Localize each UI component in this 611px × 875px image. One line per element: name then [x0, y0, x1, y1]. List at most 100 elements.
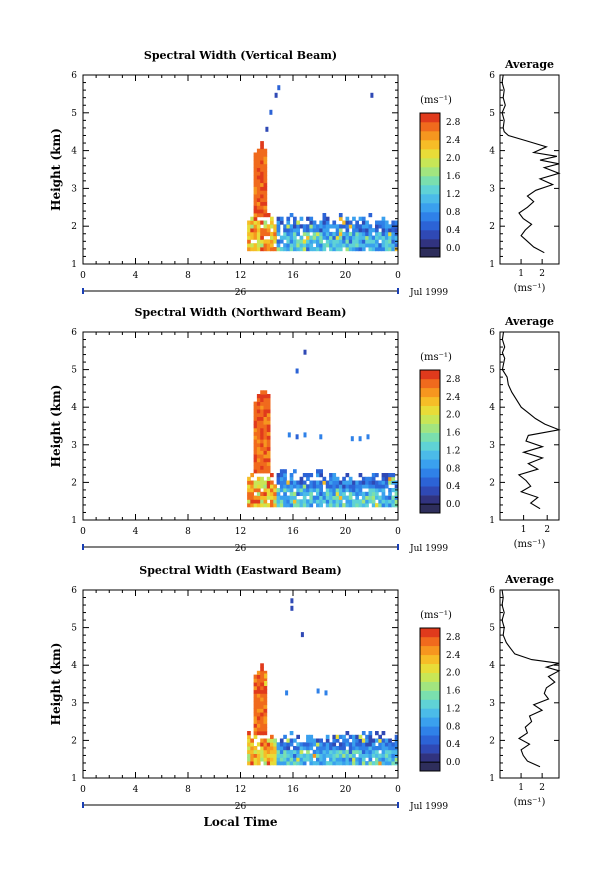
y-tick-label: 6	[71, 328, 77, 338]
heatmap-cell	[319, 488, 323, 493]
heatmap-cell	[286, 738, 291, 743]
colorbar-swatch	[420, 690, 440, 700]
outlier-point	[324, 690, 328, 696]
heatmap-cell	[394, 228, 399, 233]
spike-cell	[260, 152, 264, 157]
spike-cell	[260, 160, 264, 165]
heatmap-cell	[342, 746, 346, 751]
heatmap-cell	[289, 243, 294, 248]
colorbar-swatch	[420, 717, 440, 727]
spike-cell	[263, 678, 268, 683]
plot-title: Spectral Width (Northward Beam)	[135, 306, 347, 319]
y-tick-label: 2	[71, 222, 77, 232]
colorbar-swatch	[420, 113, 440, 123]
heatmap-cell	[293, 484, 297, 489]
heatmap-cell	[358, 749, 363, 754]
heatmap-cell	[348, 235, 353, 240]
heatmap-cell	[361, 480, 366, 485]
heatmap-cell	[381, 480, 386, 485]
heatmap-cell	[273, 235, 277, 240]
heatmap-cell	[358, 491, 363, 496]
heatmap-cell	[378, 746, 382, 751]
heatmap-cell	[361, 228, 366, 233]
spike-cell	[260, 141, 264, 146]
heatmap-cell	[286, 761, 291, 766]
heatmap-cell	[319, 742, 323, 747]
heatmap-cell	[361, 224, 366, 229]
heatmap-cell	[306, 753, 310, 758]
spike-cell	[253, 194, 258, 199]
heatmap-cell	[256, 247, 261, 252]
heatmap-cell	[378, 738, 382, 743]
heatmap-cell	[319, 491, 323, 496]
heatmap-cell	[263, 488, 268, 493]
spike-cell	[256, 171, 261, 176]
heatmap-cell	[384, 484, 389, 489]
heatmap-cell	[253, 488, 258, 493]
heatmap-cell	[345, 220, 350, 225]
heatmap-cell	[384, 742, 389, 747]
spike-cell	[256, 682, 261, 687]
colorbar-swatch	[420, 167, 440, 177]
heatmap-cell	[309, 247, 314, 252]
heatmap-cell	[335, 243, 340, 248]
y-tick-label: 4	[71, 147, 77, 157]
heatmap-cell	[306, 742, 310, 747]
spike-cell	[266, 465, 271, 470]
heatmap-cell	[358, 757, 363, 762]
heatmap-cell	[358, 742, 363, 747]
heatmap-cell	[358, 488, 363, 493]
heatmap-cell	[270, 224, 274, 229]
heatmap-cell	[335, 488, 340, 493]
spike-cell	[256, 704, 261, 709]
x-tick-label: 20	[340, 527, 352, 537]
heatmap-cell	[319, 757, 323, 762]
heatmap-cell	[335, 753, 340, 758]
heatmap-cell	[263, 228, 268, 233]
heatmap-cell	[388, 228, 392, 233]
heatmap-cell	[342, 761, 346, 766]
colorbar-swatch	[420, 486, 440, 496]
heatmap-cell	[253, 749, 258, 754]
heatmap-cell	[266, 213, 271, 218]
heatmap-cell	[325, 495, 330, 500]
spike-cell	[253, 465, 258, 470]
heatmap-cell	[250, 753, 254, 758]
heatmap-cell	[296, 742, 300, 747]
heatmap-cell	[391, 761, 396, 766]
heatmap-cell	[253, 761, 258, 766]
heatmap-cell	[286, 239, 291, 244]
heatmap-cell	[299, 484, 304, 489]
date-day: 26	[235, 288, 247, 298]
spike-cell	[256, 693, 261, 698]
heatmap-cell	[371, 503, 376, 508]
heatmap-cell	[384, 499, 389, 504]
spike-cell	[253, 674, 258, 679]
spike-cell	[266, 416, 271, 421]
heatmap-cell	[289, 231, 294, 237]
heatmap-cell	[388, 742, 392, 747]
heatmap-cell	[319, 469, 323, 474]
heatmap-cell	[312, 753, 317, 758]
average-y-tick-label: 3	[489, 184, 495, 194]
spike-cell	[253, 439, 258, 444]
spike-cell	[253, 700, 258, 706]
heatmap-cell	[247, 742, 251, 747]
heatmap-cell	[338, 216, 343, 221]
heatmap-cell	[384, 746, 389, 751]
heatmap-cell	[388, 239, 392, 244]
heatmap-cell	[352, 734, 356, 739]
colorbar-swatch	[420, 477, 440, 487]
heatmap-cell	[368, 495, 373, 500]
heatmap-cell	[352, 749, 356, 754]
outlier-point	[366, 434, 370, 440]
heatmap-cell	[352, 247, 356, 252]
heatmap-cell	[345, 749, 350, 754]
colorbar-unit: (ms⁻¹)	[420, 610, 452, 621]
spike-cell	[256, 465, 261, 470]
heatmap-cell	[289, 239, 294, 244]
heatmap-cell	[348, 753, 353, 758]
heatmap-cell	[299, 480, 304, 485]
spike-cell	[263, 693, 268, 698]
